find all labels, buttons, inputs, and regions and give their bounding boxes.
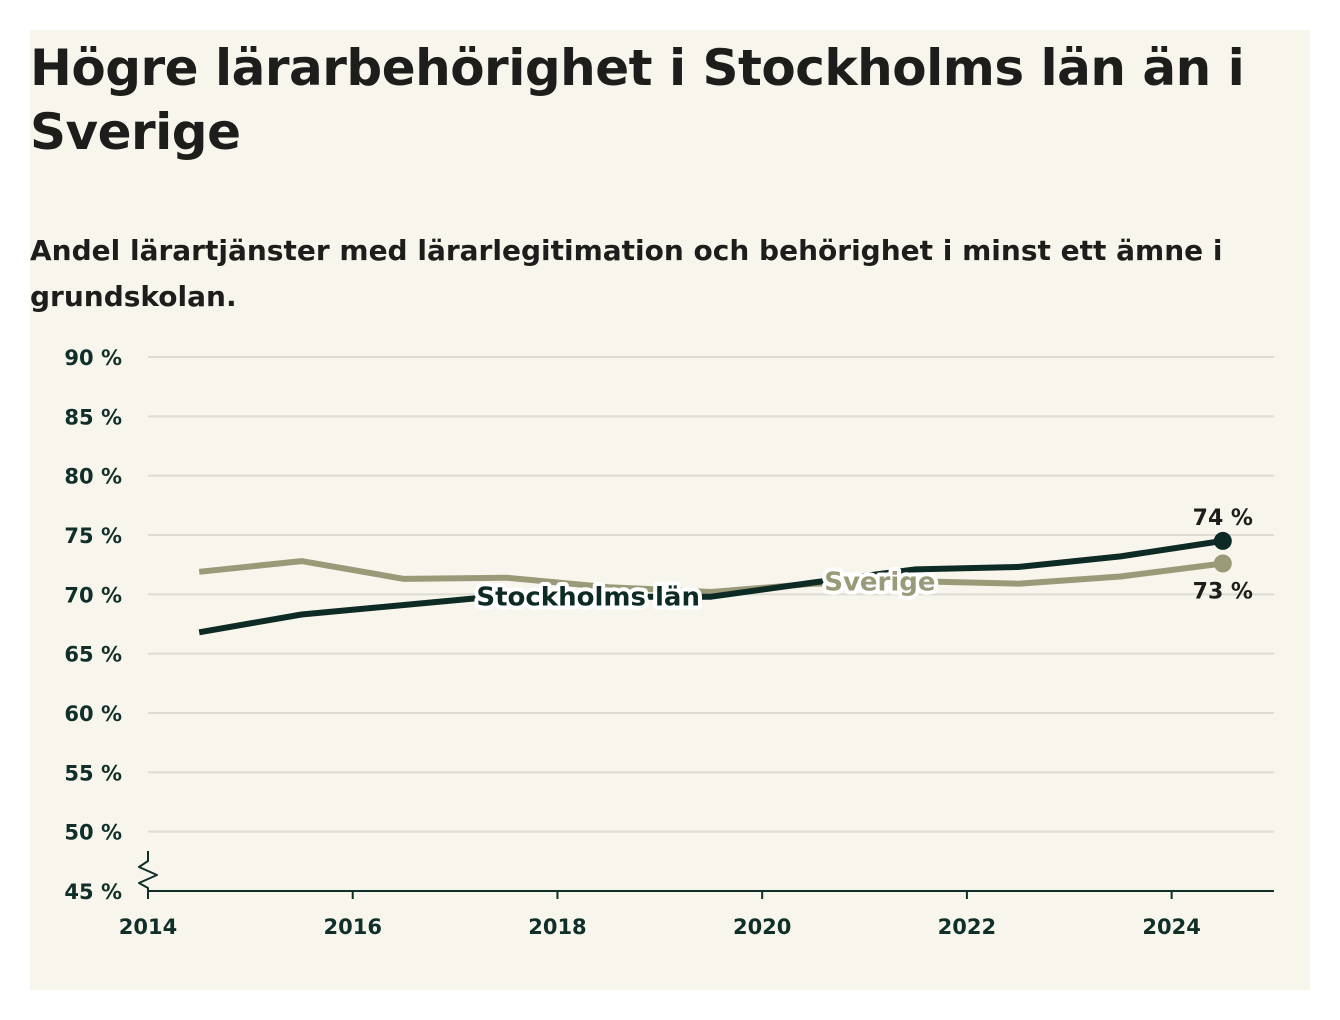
end-value-label: 74 % — [1193, 506, 1253, 531]
y-tick-label: 90 % — [64, 346, 122, 370]
axis-break-icon — [138, 851, 158, 891]
end-value-label: 73 % — [1193, 579, 1253, 604]
y-tick-label: 85 % — [64, 405, 122, 429]
x-tick-label: 2024 — [1142, 915, 1200, 939]
end-point-marker — [1213, 554, 1232, 573]
y-tick-label: 75 % — [64, 524, 122, 548]
series-label: Sverige — [824, 567, 935, 597]
y-tick-label: 50 % — [64, 821, 122, 845]
chart-subtitle: Andel lärartjänster med lärarlegitimatio… — [30, 234, 1223, 313]
y-tick-label: 70 % — [64, 583, 122, 607]
y-tick-label: 65 % — [64, 643, 122, 667]
y-tick-label: 45 % — [64, 880, 122, 904]
axes: 45 % 50 % 55 % 60 % 65 % 70 % 75 % 80 % 85 % 90 %… — [64, 346, 1274, 939]
y-tick-label: 60 % — [64, 702, 122, 726]
chart-card: Högre lärarbehörighet i Stockholms län ä… — [30, 30, 1310, 990]
series-lines — [198, 531, 1232, 636]
y-tick-label: 55 % — [64, 761, 122, 785]
y-tick-label: 80 % — [64, 465, 122, 489]
end-point-marker — [1213, 531, 1232, 550]
x-tick-label: 2020 — [733, 915, 791, 939]
x-tick-label: 2022 — [938, 915, 996, 939]
x-tick-label: 2016 — [324, 915, 382, 939]
line-chart: 45 % 50 % 55 % 60 % 65 % 70 % 75 % 80 % 85 % 90 %… — [64, 346, 1274, 939]
x-tick-label: 2014 — [119, 915, 177, 939]
series-labels: 74 % 73 % Stockholms län Sverige — [472, 506, 1253, 617]
chart-title: Högre lärarbehörighet i Stockholms län ä… — [30, 39, 1245, 161]
series-line-stockholm — [198, 537, 1224, 636]
x-tick-label: 2018 — [528, 915, 586, 939]
series-line-sverige — [198, 558, 1224, 595]
series-label: Stockholms län — [476, 583, 700, 613]
